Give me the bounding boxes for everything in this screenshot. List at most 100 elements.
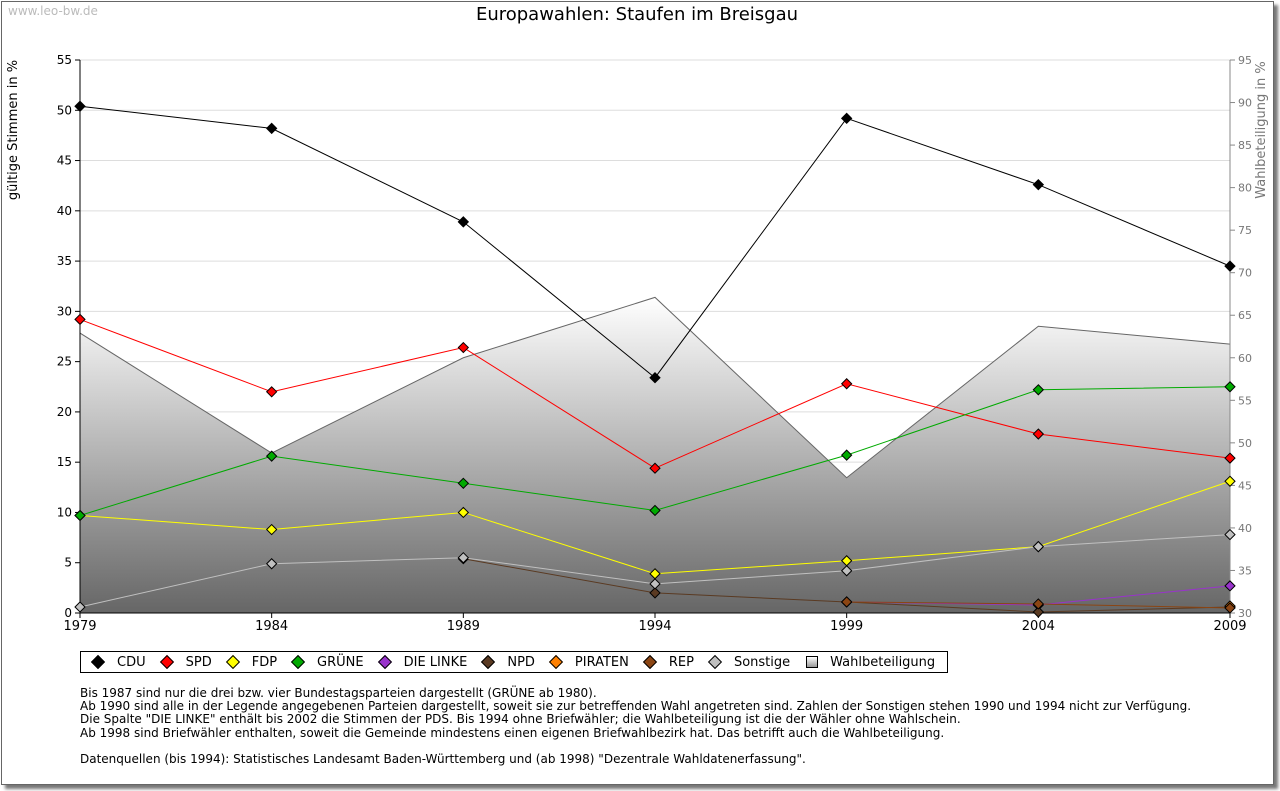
legend-label: DIE LINKE [403, 654, 468, 670]
y2-tick-label: 60 [1238, 352, 1252, 365]
chart-plot: 0 5 10 15 20 25 30 35 40 45 50 55 30 35 40 45 50 55 60 65 70… [6, 53, 1269, 634]
data-point [1224, 580, 1236, 592]
data-point [1032, 540, 1045, 553]
y2-tick-label: 80 [1238, 182, 1252, 195]
data-point [649, 504, 661, 517]
legend-marker [548, 654, 563, 670]
y2-tick-label: 65 [1238, 309, 1252, 322]
y2-tick-label: 90 [1238, 97, 1252, 110]
legend-label: NPD [507, 654, 535, 670]
y-tick-label: 45 [57, 154, 72, 168]
legend: CDU SPD FDP GRÜNE DIE LINKE NPD PIRATEN REP Sons… [80, 651, 949, 673]
legend-item: Sonstige [704, 655, 790, 670]
legend-item: PIRATEN [545, 655, 629, 670]
legend-marker [159, 654, 174, 670]
data-point [840, 449, 853, 461]
legend-marker [707, 654, 723, 670]
legend-item: SPD [156, 655, 212, 670]
data-point [1224, 602, 1236, 614]
data-point [74, 313, 86, 326]
data-point [1224, 381, 1236, 393]
data-point [74, 100, 86, 112]
data-point [1224, 452, 1236, 464]
y-tick-label: 30 [57, 304, 72, 318]
legend-label: CDU [117, 654, 146, 670]
data-point [265, 450, 278, 462]
y2-axis-label: Wahlbeteiligung in % [1254, 61, 1269, 198]
data-point [265, 558, 278, 570]
note-line: Datenquellen (bis 1994): Statistisches L… [80, 751, 806, 766]
data-point [457, 551, 470, 564]
legend-item: REP [639, 655, 694, 670]
data-point [1224, 260, 1236, 272]
legend-label: SPD [185, 654, 212, 670]
chart-title: Europawahlen: Staufen im Breisgau [475, 4, 799, 25]
y2-tick-label: 45 [1238, 479, 1252, 492]
data-point [649, 587, 661, 599]
data-point [1032, 178, 1045, 191]
legend-label: PIRATEN [574, 654, 629, 670]
y-tick-label: 5 [64, 556, 72, 570]
y2-tick-label: 85 [1238, 139, 1252, 152]
data-point [265, 386, 278, 398]
y-tick-label: 25 [57, 355, 72, 369]
data-point [1032, 428, 1045, 440]
data-point [840, 112, 853, 125]
data-point [649, 372, 661, 384]
x-tick-label: 1994 [638, 619, 671, 634]
x-tick-label: 2004 [1022, 619, 1055, 634]
legend-marker [377, 654, 392, 670]
legend-marker [225, 654, 240, 670]
data-point [840, 596, 853, 608]
data-point [457, 216, 470, 228]
y2-tick-label: 30 [1238, 607, 1252, 620]
y-tick-label: 15 [57, 455, 72, 469]
note-line: Ab 1990 sind alle in der Legende angegeb… [80, 699, 1192, 714]
data-point [649, 462, 661, 474]
legend-marker [90, 654, 106, 670]
data-point [1032, 606, 1045, 618]
y-tick-label: 40 [57, 204, 72, 218]
legend-label: Wahlbeteiligung [830, 654, 936, 670]
legend-item: GRÜNE [287, 655, 364, 670]
y2-tick-label: 50 [1238, 437, 1252, 450]
legend-label: FDP [251, 654, 278, 670]
legend-item: FDP [222, 655, 277, 670]
legend-label: Sonstige [733, 654, 791, 670]
data-point [840, 565, 853, 577]
y-tick-label: 0 [64, 606, 72, 620]
data-point [840, 378, 853, 390]
note-line [80, 740, 1191, 753]
legend-label: REP [668, 654, 694, 670]
y2-tick-label: 75 [1238, 224, 1252, 237]
note-line: Die Spalte "DIE LINKE" enthält bis 2002 … [80, 712, 961, 727]
data-point [74, 509, 86, 522]
legend-marker [290, 654, 306, 670]
y2-tick-label: 95 [1238, 54, 1252, 67]
data-point [1224, 528, 1236, 541]
legend-item: NPD [477, 655, 535, 670]
note-line: Bis 1987 sind nur die drei bzw. vier Bun… [80, 686, 597, 700]
y-tick-label: 50 [57, 103, 72, 117]
x-tick-label: 1999 [830, 619, 863, 634]
data-point [1032, 384, 1045, 396]
y2-tick-label: 35 [1238, 564, 1252, 577]
watermark: www.leo-bw.de [8, 4, 98, 18]
x-tick-label: 1989 [447, 619, 480, 634]
y2-tick-label: 40 [1238, 522, 1252, 535]
y-tick-label: 20 [57, 405, 72, 419]
legend-item: Wahlbeteiligung [800, 655, 935, 670]
y-tick-label: 55 [57, 53, 72, 67]
y2-tick-label: 70 [1238, 267, 1252, 280]
x-tick-label: 1979 [63, 619, 96, 634]
data-point [649, 578, 661, 590]
legend-marker [806, 656, 819, 668]
legend-marker [642, 654, 657, 670]
legend-label: GRÜNE [317, 654, 364, 670]
data-point [265, 523, 278, 536]
y-tick-label: 10 [57, 505, 72, 519]
data-point [265, 122, 278, 135]
data-point [457, 506, 470, 519]
y-tick-label: 35 [57, 254, 72, 268]
data-point [1032, 598, 1045, 610]
